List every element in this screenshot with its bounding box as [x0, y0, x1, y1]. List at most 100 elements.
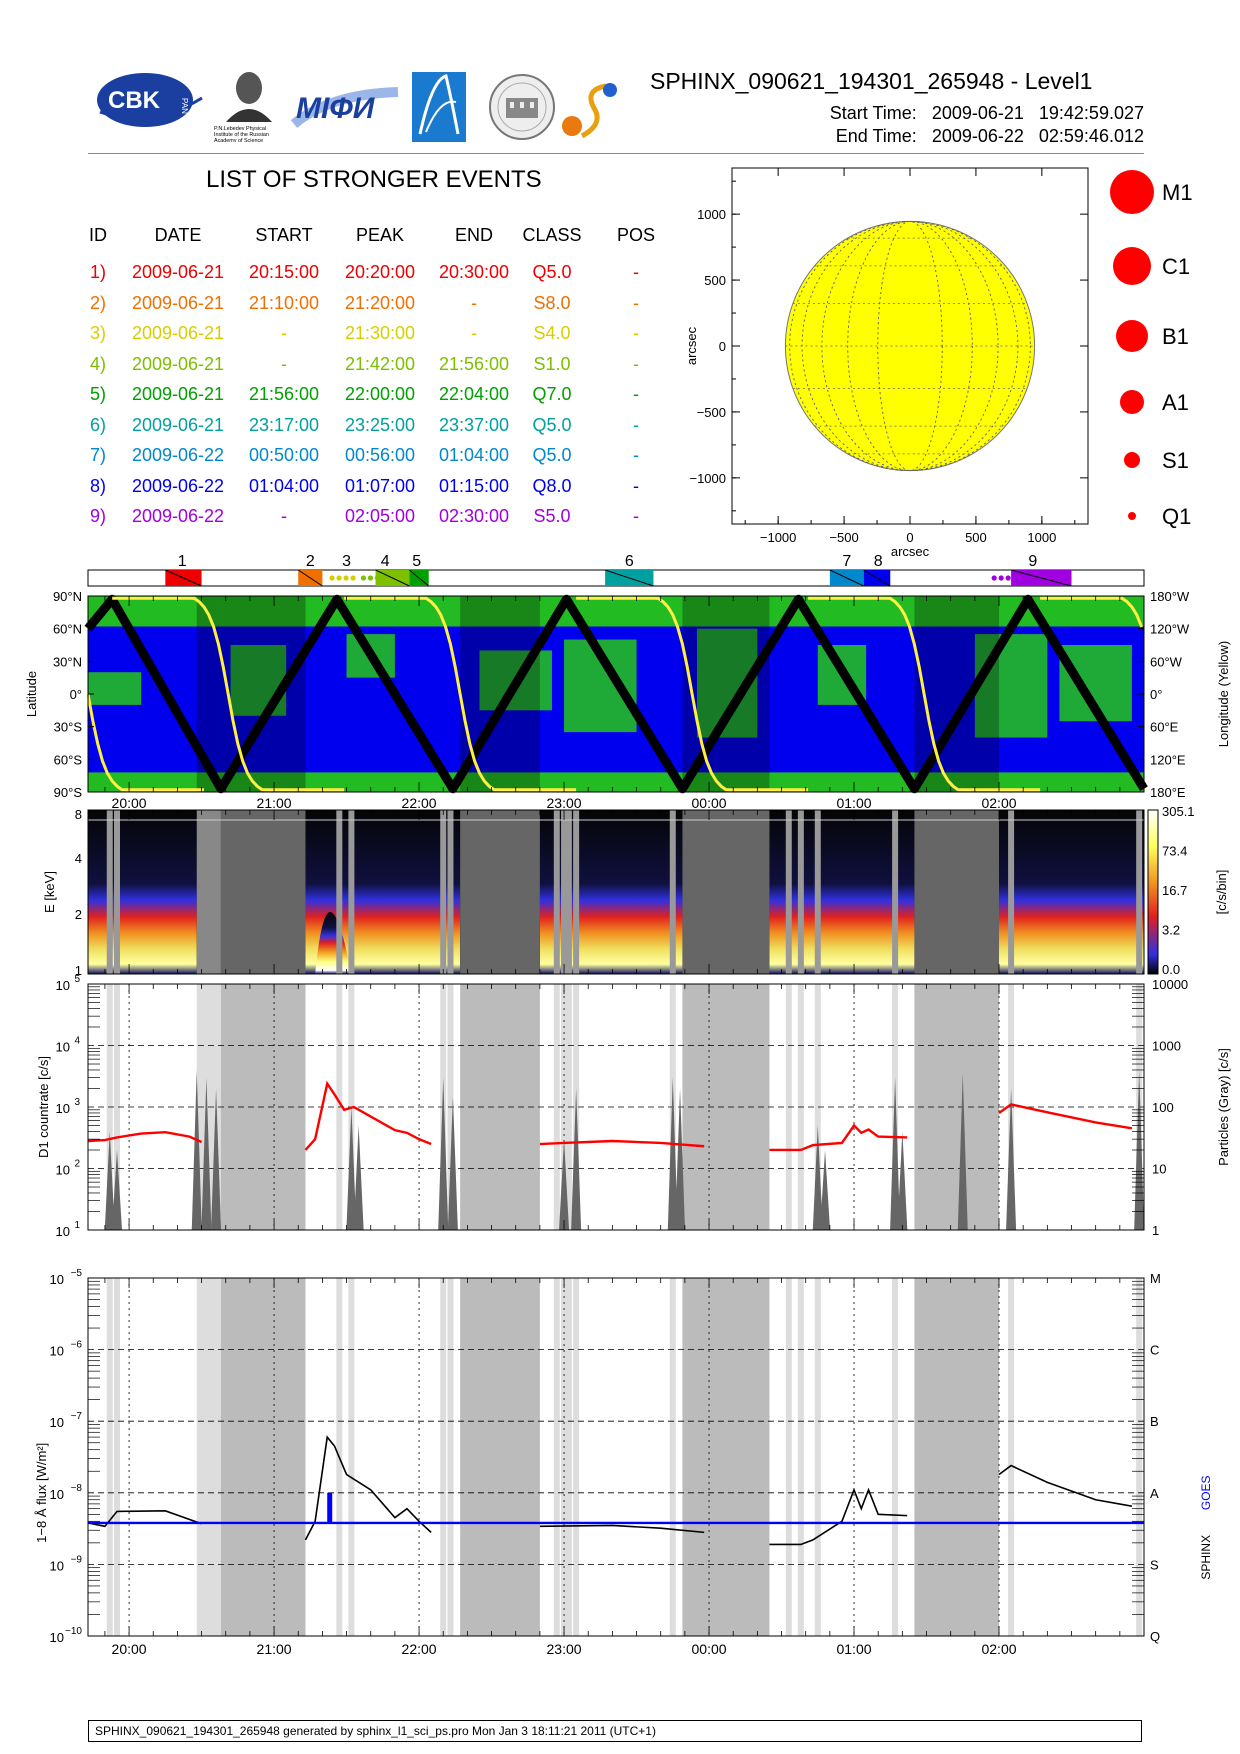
orbit-right-tick: 180°W — [1150, 589, 1190, 604]
spectrogram-ytick: 1 — [75, 963, 82, 978]
event-5-start: 21:56:00 — [248, 384, 320, 404]
events-header-id: ID — [89, 225, 107, 245]
event-dot — [1005, 575, 1011, 581]
sphinx-flux-line — [769, 1487, 908, 1546]
event-2-start: 21:10:00 — [248, 292, 320, 313]
orbit-right-tick: 60°E — [1150, 720, 1179, 735]
event-8-pos: - — [633, 475, 639, 496]
event-5-class: Q7.0 — [532, 384, 572, 404]
countrate-left-tick: 10 — [56, 1224, 70, 1239]
countrate-right-tick: 1000 — [1152, 1039, 1181, 1054]
event-4-date: 2009-06-21 — [131, 353, 225, 374]
event-2-id: 2) — [89, 292, 107, 313]
particle-spike — [201, 1077, 212, 1230]
svg-text:PAN: PAN — [180, 98, 189, 114]
particle-spike — [191, 1069, 202, 1230]
orbit-time-label: 22:00 — [402, 795, 437, 811]
event-3-pos: - — [633, 323, 639, 343]
event-8-date: 2009-06-22 — [131, 475, 225, 496]
orbit-left-tick: 30°N — [53, 654, 82, 669]
class-marker-q1 — [1128, 512, 1136, 520]
event-6-start: 23:17:00 — [248, 414, 320, 435]
event-4-pos: - — [633, 353, 639, 374]
event-7-id: 7) — [89, 445, 107, 465]
event-2-date: 2009-06-21 — [131, 292, 225, 313]
class-marker-c1 — [1113, 247, 1151, 285]
class-marker-a1 — [1120, 390, 1144, 414]
spectrogram-ytick: 2 — [75, 907, 82, 922]
event-9-date: 2009-06-22 — [131, 506, 225, 526]
timeline-event-id: 8 — [874, 553, 883, 570]
particle-spike — [447, 1096, 458, 1230]
solar-grid — [785, 221, 1035, 471]
spectrum-segment — [88, 810, 197, 974]
d1-countrate-line — [998, 1103, 1133, 1130]
events-header-start: START — [255, 225, 313, 245]
sun-xtick: 0 — [906, 530, 913, 545]
sun-xlabel: arcsec — [891, 544, 930, 559]
start-time-label: Start Time: — [829, 103, 917, 123]
sun-ytick: 500 — [704, 273, 726, 288]
event-4-class: S1.0 — [533, 353, 571, 374]
event-9-peak: 02:05:00 — [344, 506, 416, 526]
particle-spike — [675, 1088, 686, 1230]
countrate-right-tick: 10000 — [1152, 977, 1188, 992]
particle-spike — [667, 1077, 678, 1230]
observatory-seal-logo — [488, 72, 556, 142]
event-4-peak: 21:42:00 — [344, 353, 416, 374]
time-series-panels: 1 2 3 4 5 6 7 8 9 90°N 180°W 60°N 120°W 30°N 60°W 0° 0° 3… — [24, 553, 1231, 1657]
event-5-end: 22:04:00 — [438, 384, 510, 404]
particle-spike — [1006, 1088, 1017, 1230]
sun-xtick: 1000 — [1027, 530, 1056, 545]
mifi-logo: MIФИ — [290, 84, 402, 128]
particle-spike — [211, 1088, 222, 1230]
flux-left-tick: 10 — [50, 1630, 64, 1645]
latitude-track — [84, 594, 1148, 794]
flux-left-tick: 10 — [50, 1344, 64, 1359]
event-6-pos: - — [633, 414, 639, 435]
event-5-pos: - — [633, 384, 639, 404]
spectrogram-ytick: 8 — [75, 807, 82, 822]
countrate-left-exp: 4 — [74, 1036, 80, 1047]
event-4-start: - — [281, 353, 287, 374]
time-axis-label: 23:00 — [547, 1641, 582, 1657]
longitude-track — [808, 596, 1041, 792]
sun-ytick: −1000 — [689, 471, 726, 486]
event-dot — [367, 575, 374, 581]
countrate-left-exp: 1 — [74, 1220, 80, 1231]
orbit-right-tick: 0° — [1150, 687, 1162, 702]
event-9-id: 9) — [89, 506, 107, 526]
legend-sphinx: SPHINX — [1199, 1535, 1213, 1580]
event-dot — [343, 575, 349, 581]
flux-left-exp: −9 — [71, 1554, 83, 1565]
flux-right-tick: S — [1150, 1557, 1159, 1572]
orbit-right-tick: 120°W — [1150, 622, 1190, 637]
orbit-time-label: 00:00 — [692, 795, 727, 811]
flux-left-exp: −7 — [71, 1411, 83, 1422]
event-6-id: 6) — [89, 414, 107, 435]
end-time-value: 2009-06-22 02:59:46.012 — [931, 126, 1144, 146]
event-dot — [329, 575, 335, 581]
class-label-b1: B1 — [1162, 324, 1189, 349]
event-8-end: 01:15:00 — [438, 475, 510, 496]
particle-spike — [559, 1139, 570, 1230]
timeline-event-id: 6 — [625, 553, 634, 570]
orbit-time-label: 23:00 — [547, 795, 582, 811]
event-9-pos: - — [633, 506, 639, 526]
orbit-right-tick: 60°W — [1150, 654, 1183, 669]
d1-countrate-line — [87, 1130, 203, 1144]
countrate-left-exp: 3 — [74, 1097, 80, 1108]
event-7-peak: 00:56:00 — [344, 445, 416, 465]
orbit-ylabel: Latitude — [24, 671, 39, 717]
spectrogram-ylabel: E [keV] — [42, 871, 57, 913]
event-3-id: 3) — [89, 323, 107, 343]
event-7-class: Q5.0 — [532, 445, 572, 465]
orbit-right-tick: 180°E — [1150, 785, 1186, 800]
colorbar-tick: 305.1 — [1162, 804, 1195, 819]
flux-panel: 10 −5 M10 −6 C10 −7 B10 −8 A10 −9 S10 −10 Q1−8 Å flu… — [34, 1268, 1213, 1645]
class-label-m1: M1 — [1162, 180, 1193, 205]
event-1-peak: 20:20:00 — [344, 262, 416, 282]
end-time-row: End Time: 2009-06-22 02:59:46.012 — [836, 126, 1144, 147]
file-title: SPHINX_090621_194301_265948 - Level1 — [650, 68, 1093, 94]
event-4-id: 4) — [89, 353, 107, 374]
